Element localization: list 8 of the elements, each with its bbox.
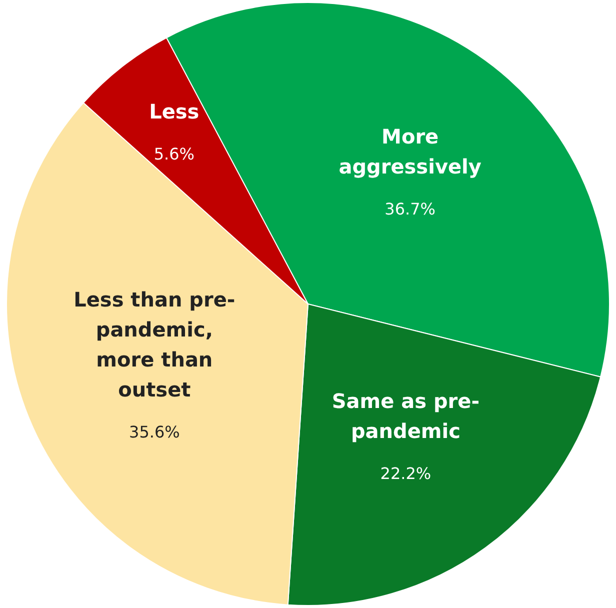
- data-label: 36.7%: [384, 199, 436, 218]
- data-label: 5.6%: [154, 144, 194, 164]
- slice-label: Less than pre-pandemic, more than outset: [74, 288, 236, 402]
- data-label: 22.2%: [380, 464, 432, 484]
- data-label: 35.6%: [129, 422, 180, 442]
- slice-label: Same as pre-pandemic: [332, 389, 480, 444]
- slice-label: Less: [149, 99, 200, 124]
- slice-label: More aggressively: [338, 124, 482, 179]
